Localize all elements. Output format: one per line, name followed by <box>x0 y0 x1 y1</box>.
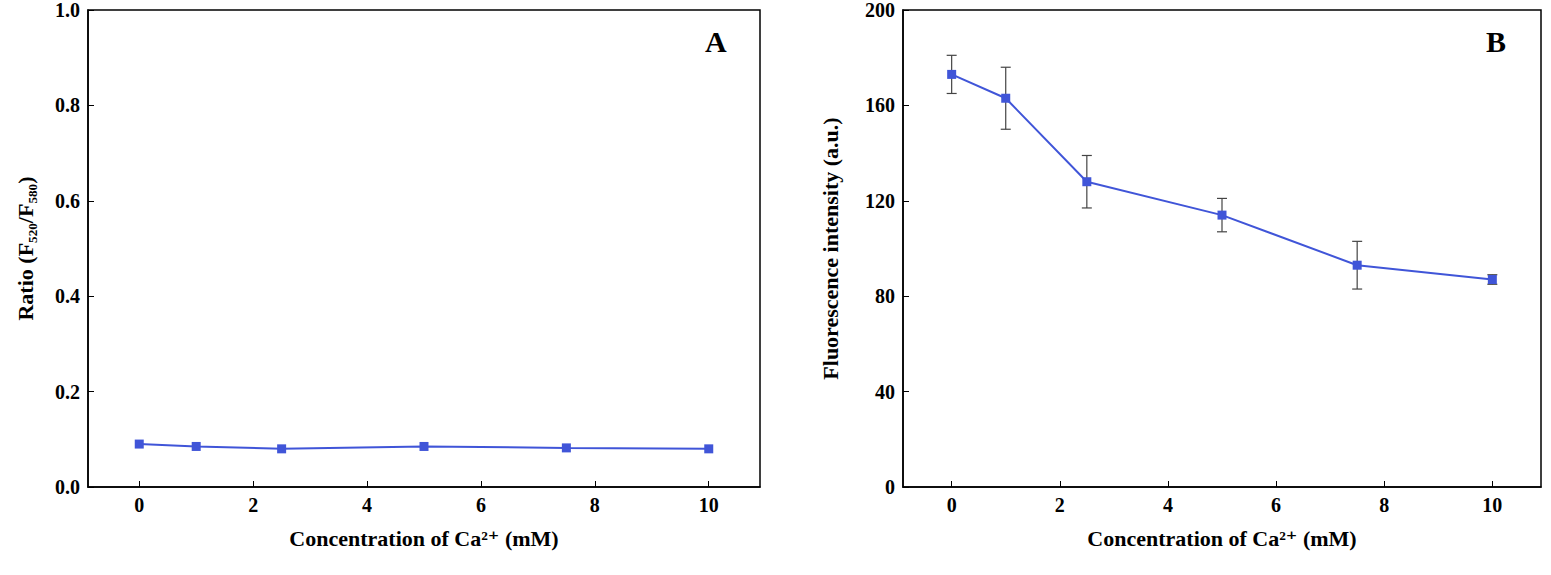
svg-text:Ratio (F₅₂₀/F₅₈₀): Ratio (F₅₂₀/F₅₈₀) <box>13 176 38 320</box>
svg-text:8: 8 <box>590 494 600 516</box>
svg-text:B: B <box>1486 25 1506 58</box>
svg-text:0: 0 <box>885 476 895 498</box>
svg-text:0.2: 0.2 <box>55 381 80 403</box>
svg-text:160: 160 <box>865 94 895 116</box>
svg-text:2: 2 <box>1055 494 1065 516</box>
svg-text:4: 4 <box>362 494 372 516</box>
svg-text:1.0: 1.0 <box>55 0 80 21</box>
svg-text:6: 6 <box>476 494 486 516</box>
svg-text:0.0: 0.0 <box>55 476 80 498</box>
svg-text:120: 120 <box>865 190 895 212</box>
svg-text:4: 4 <box>1163 494 1173 516</box>
svg-text:200: 200 <box>865 0 895 21</box>
svg-text:0: 0 <box>134 494 144 516</box>
svg-text:A: A <box>705 25 727 58</box>
svg-text:10: 10 <box>699 494 719 516</box>
svg-text:Fluorescence intensity (a.u.): Fluorescence intensity (a.u.) <box>818 117 843 379</box>
svg-text:6: 6 <box>1271 494 1281 516</box>
svg-text:0.6: 0.6 <box>55 190 80 212</box>
svg-text:10: 10 <box>1482 494 1502 516</box>
svg-text:8: 8 <box>1379 494 1389 516</box>
svg-text:0: 0 <box>947 494 957 516</box>
svg-text:0.8: 0.8 <box>55 94 80 116</box>
svg-text:Concentration of Ca²⁺ (mM): Concentration of Ca²⁺ (mM) <box>1087 526 1356 551</box>
svg-text:40: 40 <box>875 381 895 403</box>
svg-text:0.4: 0.4 <box>55 285 80 307</box>
svg-text:2: 2 <box>248 494 258 516</box>
svg-text:Concentration of Ca²⁺ (mM): Concentration of Ca²⁺ (mM) <box>289 526 558 551</box>
svg-text:80: 80 <box>875 285 895 307</box>
